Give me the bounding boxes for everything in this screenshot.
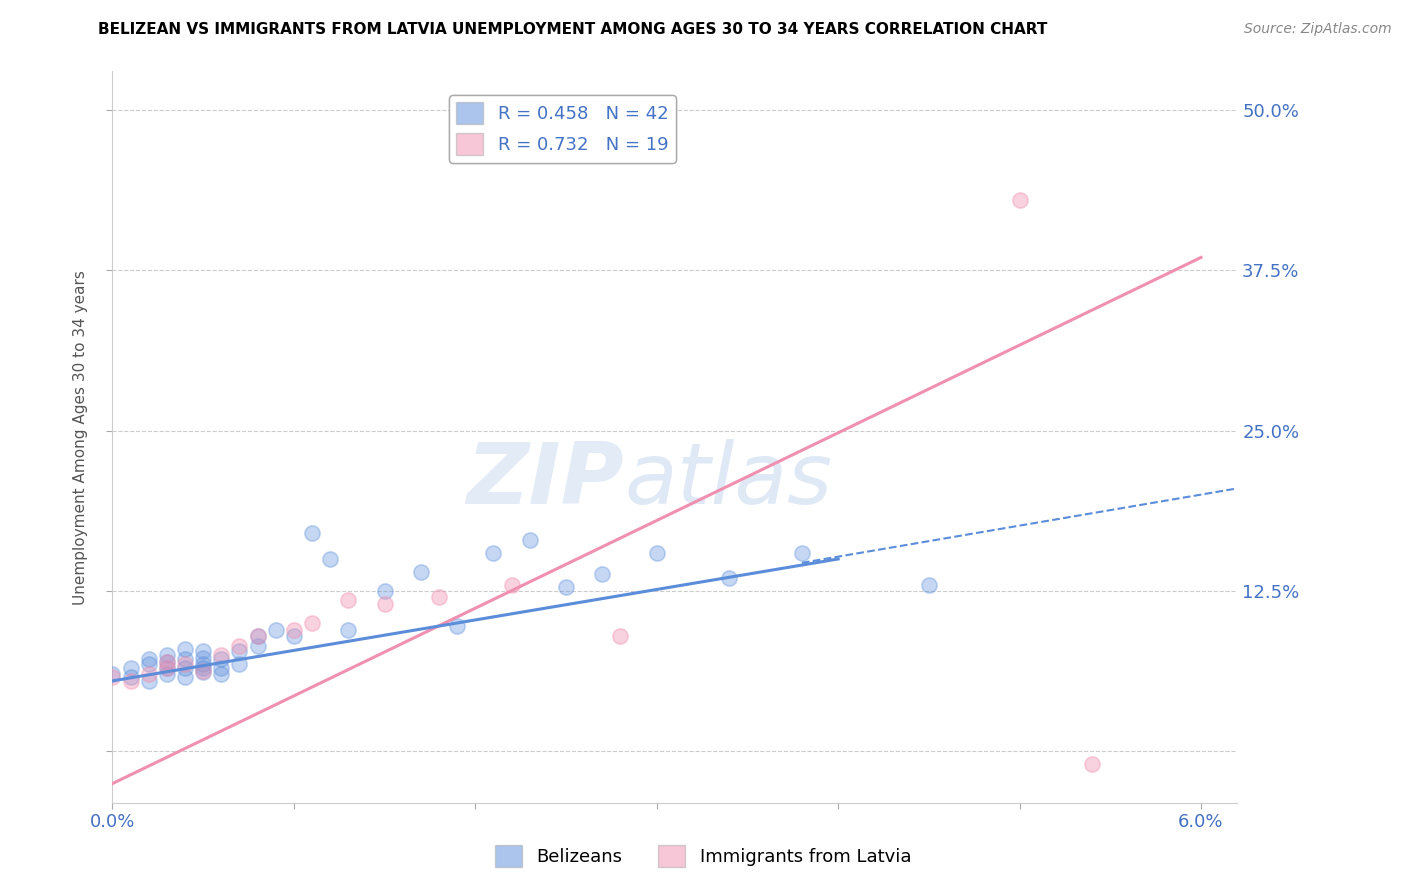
Point [174,670,197,684]
Point [193,657,215,672]
Point [156,661,179,675]
Point [246,629,269,643]
Point [337,623,360,637]
Text: atlas: atlas [624,440,832,523]
Point [228,639,250,653]
Point [193,665,215,679]
Point [501,577,523,591]
Y-axis label: Unemployment Among Ages 30 to 34 years: Unemployment Among Ages 30 to 34 years [73,269,89,605]
Legend: R = 0.458   N = 42, R = 0.732   N = 19: R = 0.458 N = 42, R = 0.732 N = 19 [449,95,676,162]
Text: ZIP: ZIP [467,440,624,523]
Text: BELIZEAN VS IMMIGRANTS FROM LATVIA UNEMPLOYMENT AMONG AGES 30 TO 34 YEARS CORREL: BELIZEAN VS IMMIGRANTS FROM LATVIA UNEMP… [98,22,1047,37]
Point [138,667,160,681]
Point [301,616,323,631]
Point [319,552,342,566]
Point [120,661,142,675]
Point [193,661,215,675]
Point [138,673,160,688]
Point [209,667,232,681]
Point [193,650,215,665]
Point [228,657,250,672]
Point [193,644,215,658]
Point [209,652,232,666]
Point [101,667,124,681]
Point [283,629,305,643]
Point [120,673,142,688]
Point [374,597,396,611]
Point [101,670,124,684]
Point [209,648,232,663]
Point [138,652,160,666]
Point [156,667,179,681]
Point [609,629,631,643]
Point [193,664,215,678]
Point [519,533,541,547]
Point [228,644,250,658]
Point [555,580,578,594]
Point [156,655,179,669]
Point [427,591,450,605]
Point [174,657,197,672]
Point [156,648,179,663]
Point [174,652,197,666]
Point [1008,193,1031,207]
Point [138,657,160,672]
Point [264,623,287,637]
Point [718,571,741,585]
Legend: Belizeans, Immigrants from Latvia: Belizeans, Immigrants from Latvia [488,838,918,874]
Point [301,526,323,541]
Point [446,618,468,632]
Point [482,545,505,559]
Point [374,584,396,599]
Point [209,661,232,675]
Point [591,567,613,582]
Point [337,593,360,607]
Point [246,629,269,643]
Point [246,639,269,653]
Text: Source: ZipAtlas.com: Source: ZipAtlas.com [1244,22,1392,37]
Point [283,623,305,637]
Point [790,545,813,559]
Point [918,577,941,591]
Point [120,670,142,684]
Point [156,661,179,675]
Point [409,565,432,579]
Point [174,641,197,656]
Point [156,655,179,669]
Point [1081,757,1104,772]
Point [645,545,668,559]
Point [174,661,197,675]
